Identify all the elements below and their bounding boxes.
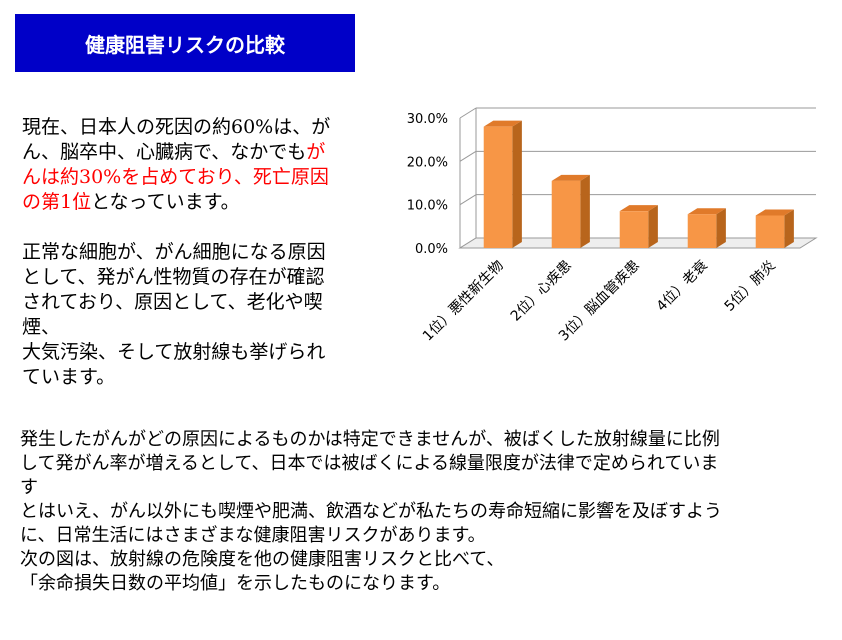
body-text: 現在、日本人の死因の約60%は、が bbox=[22, 116, 331, 138]
page-title: 健康阻害リスクの比較 bbox=[15, 14, 355, 72]
bar-top bbox=[619, 205, 658, 212]
x-tick-label: 5位）肺炎 bbox=[722, 258, 779, 315]
bar bbox=[619, 211, 649, 248]
cause-line: ています。 bbox=[22, 366, 116, 388]
highlight-text: んは約30%を占めており、死亡原因 bbox=[22, 166, 329, 188]
bar bbox=[687, 214, 717, 248]
intro-line: の第1位となっています。 bbox=[22, 190, 352, 215]
intro-line: 現在、日本人の死因の約60%は、が bbox=[22, 115, 352, 140]
bar bbox=[755, 215, 785, 248]
gridline-side bbox=[459, 107, 477, 119]
bottom-line: す bbox=[20, 477, 38, 498]
y-tick-label: 20.0% bbox=[407, 155, 448, 170]
cause-line: されており、原因として、老化や喫煙、 bbox=[22, 291, 323, 338]
bottom-paragraph: 発生したがんがどの原因によるものかは特定できませんが、被ばくした放射線量に比例し… bbox=[20, 428, 820, 596]
bottom-line: 「余命損失日数の平均値」を示したものになります。 bbox=[20, 573, 451, 594]
cause-line: 正常な細胞が、がん細胞になる原因 bbox=[22, 241, 326, 263]
x-tick-label: 2位）心疾患 bbox=[508, 258, 575, 325]
cause-paragraph: 正常な細胞が、がん細胞になる原因 として、発がん性物質の存在が確認されており、原因… bbox=[22, 240, 352, 390]
y-tick-label: 0.0% bbox=[415, 242, 448, 257]
cause-of-death-chart: 0.0%10.0%20.0%30.0%1位）悪性新生物 2位）心疾患3位）脳血管疾… bbox=[407, 107, 818, 345]
bar-side bbox=[580, 174, 590, 248]
y-tick-label: 10.0% bbox=[407, 199, 448, 214]
y-tick-label: 30.0% bbox=[407, 112, 448, 127]
bottom-line: して発がん率が増えるとして、日本では被ばくによる線量限度が法律で定められていま bbox=[20, 453, 719, 474]
bottom-line: 発生したがんがどの原因によるものかは特定できませんが、被ばくした放射線量に比例 bbox=[20, 429, 720, 450]
gridline-side bbox=[459, 194, 477, 206]
bar bbox=[551, 180, 581, 248]
bar-top bbox=[483, 120, 522, 127]
bar bbox=[483, 126, 513, 248]
bottom-line: とはいえ、がん以外にも喫煙や肥満、飲酒などが私たちの寿命短縮に影響を及ぼすよう bbox=[20, 501, 722, 522]
bar-side bbox=[716, 208, 726, 248]
body-text: ん、脳卒中、心臓病で、なかでも bbox=[22, 141, 307, 163]
cause-line: として、発がん性物質の存在が確認 bbox=[22, 266, 325, 288]
bar-top bbox=[687, 208, 726, 215]
bar-side bbox=[784, 209, 794, 248]
x-tick-label: 4位）老衰 bbox=[653, 257, 711, 315]
bar-top bbox=[551, 174, 590, 181]
cause-line: 大気汚染、そして放射線も挙げられ bbox=[22, 341, 326, 363]
highlight-text: の第1位 bbox=[22, 191, 92, 213]
intro-paragraph: 現在、日本人の死因の約60%は、が ん、脳卒中、心臓病で、なかでもが んは約30%を… bbox=[22, 115, 352, 215]
intro-line: ん、脳卒中、心臓病で、なかでもが bbox=[22, 140, 352, 165]
gridline-side bbox=[459, 150, 477, 162]
body-text: となっています。 bbox=[91, 191, 240, 213]
bottom-line: 次の図は、放射線の危険度を他の健康阻害リスクと比べて、 bbox=[20, 549, 505, 570]
intro-line: んは約30%を占めており、死亡原因 bbox=[22, 165, 352, 190]
x-tick-label: 1位）悪性新生物 bbox=[420, 258, 507, 345]
bottom-line: に、日常生活にはさまざまな健康阻害リスクがあります。 bbox=[20, 525, 486, 546]
highlight-text: が bbox=[306, 141, 326, 163]
bar-top bbox=[755, 209, 794, 216]
bar-side bbox=[648, 205, 658, 248]
bar-side bbox=[512, 120, 522, 248]
